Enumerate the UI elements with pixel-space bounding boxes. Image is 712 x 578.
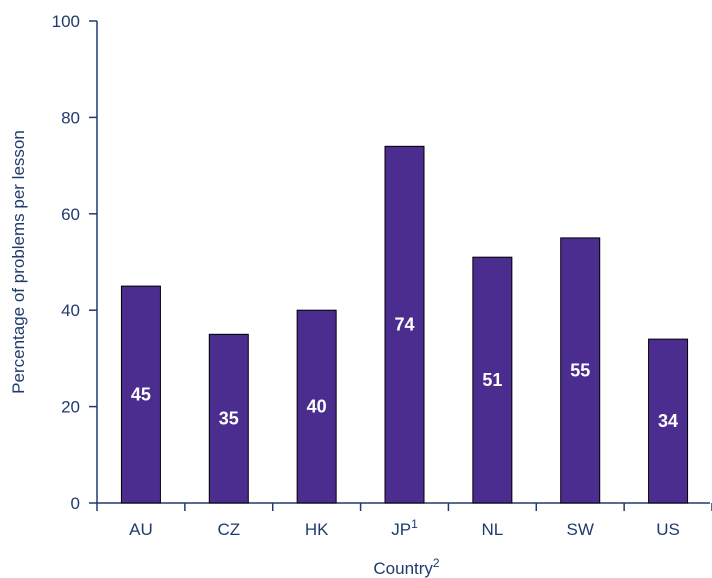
x-tick-label: SW: [567, 520, 594, 539]
bar-value-label: 35: [219, 409, 239, 429]
y-axis: 0 20 40 60 80 100: [52, 12, 98, 513]
x-tick-superscript: 1: [411, 517, 418, 531]
bar-value-label: 55: [570, 360, 590, 380]
bar-nl: [472, 256, 513, 504]
x-tick-label: JP1: [391, 517, 418, 539]
y-tick-label: 100: [52, 12, 80, 31]
x-axis-title: Country2: [373, 556, 440, 578]
x-axis: AU CZ HK JP1 NL SW US: [97, 502, 712, 539]
x-tick-label: NL: [481, 520, 503, 539]
y-tick-label: 40: [61, 301, 80, 320]
y-tick-label: 80: [61, 108, 80, 127]
bar-value-label: 74: [394, 315, 414, 335]
bar-hk: [296, 309, 337, 504]
bar-us: [648, 338, 689, 504]
y-tick-label: 0: [71, 494, 80, 513]
bar-cz: [208, 333, 249, 504]
y-tick-label: 20: [61, 398, 80, 417]
x-tick-label: AU: [129, 520, 153, 539]
x-axis-title-superscript: 2: [433, 556, 440, 570]
x-tick-label: US: [656, 520, 680, 539]
x-tick-label: HK: [305, 520, 329, 539]
bar-sw: [560, 237, 601, 504]
bar-jp: [384, 145, 425, 504]
bars: 45 35 40 74 51 55 34: [120, 145, 689, 504]
y-tick-label: 60: [61, 205, 80, 224]
bar-au: [120, 285, 161, 504]
bar-value-label: 34: [658, 411, 678, 431]
bar-value-label: 45: [131, 385, 151, 405]
x-axis-title-text: Country: [373, 559, 433, 578]
bar-value-label: 51: [482, 370, 502, 390]
y-axis-title: Percentage of problems per lesson: [9, 130, 28, 394]
bar-value-label: 40: [307, 397, 327, 417]
x-tick-label: CZ: [217, 520, 240, 539]
